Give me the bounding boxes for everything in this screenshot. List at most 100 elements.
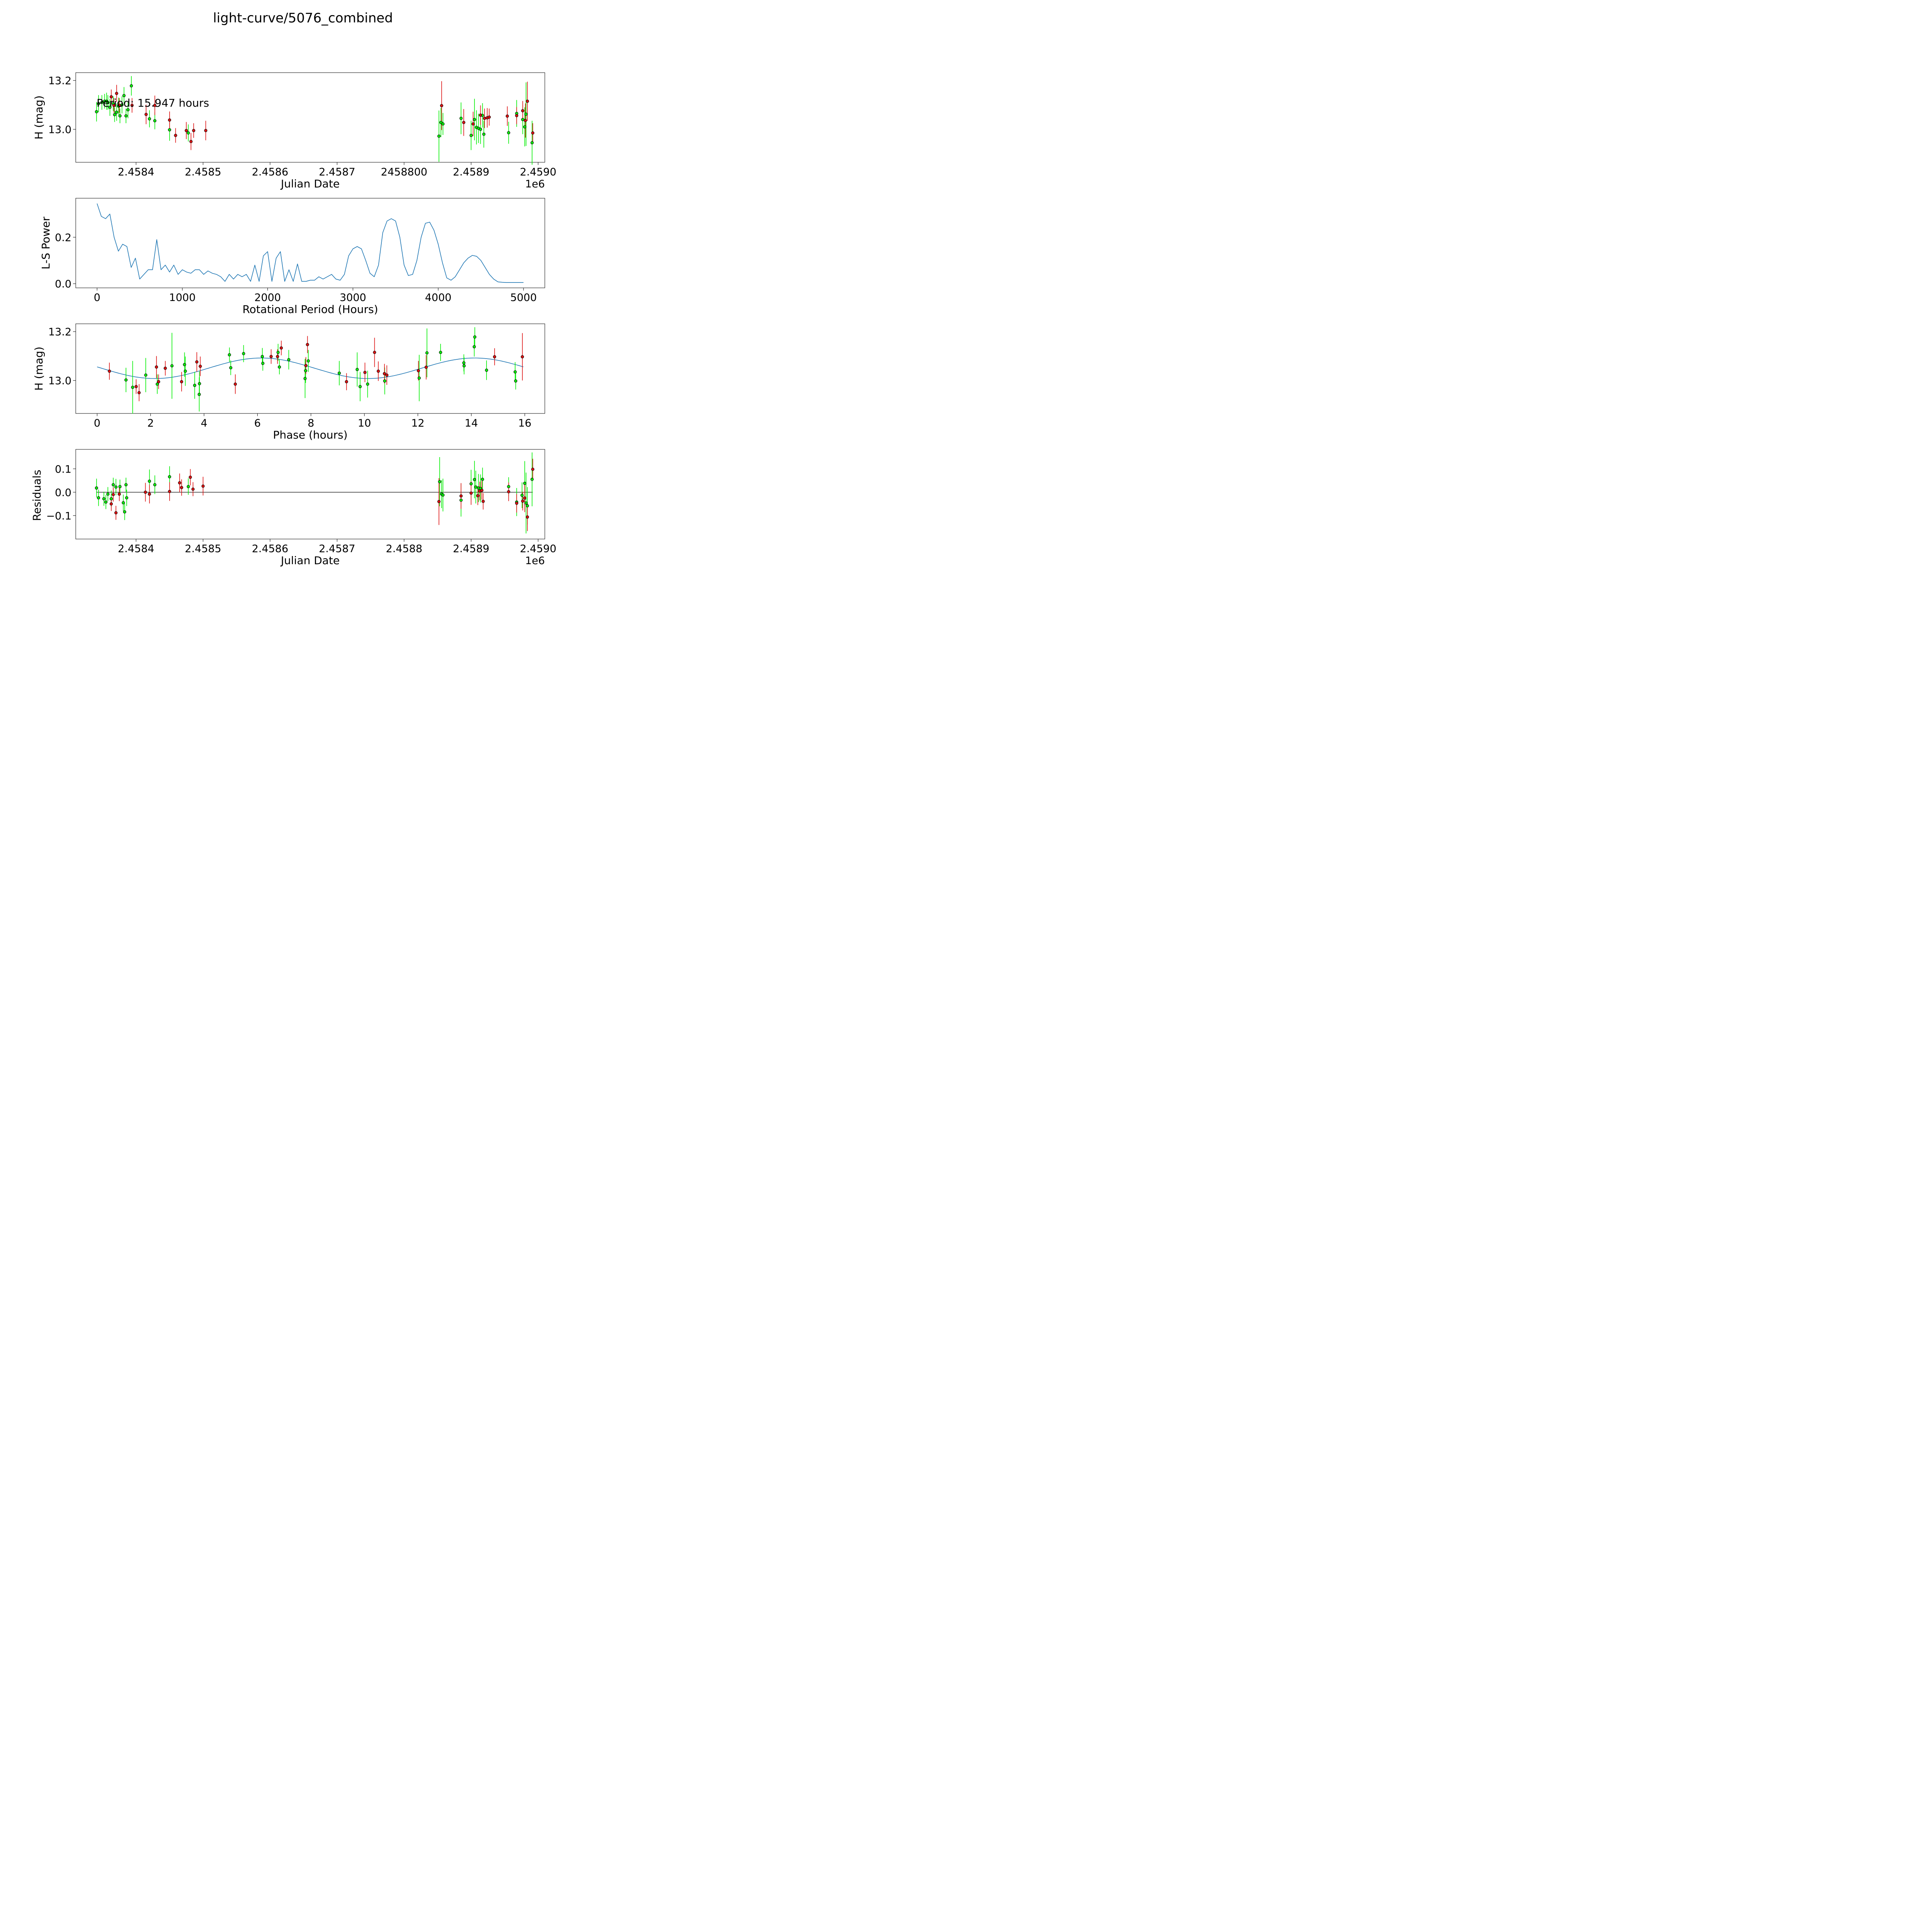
phased-point-green — [198, 382, 201, 385]
residuals-point-red — [523, 496, 527, 500]
phased-xtick-label: 12 — [411, 417, 424, 429]
residuals-axes-frame — [75, 449, 545, 539]
phased-ytick-label: 13.2 — [48, 326, 71, 338]
lightcurve-xtick-label: 2.4584 — [118, 166, 154, 178]
phased-point-green — [242, 352, 245, 355]
phased-point-red — [417, 369, 420, 372]
residuals-point-green — [106, 492, 110, 496]
phased-marks — [97, 327, 524, 414]
phased-xtick-label: 4 — [201, 417, 207, 429]
lightcurve-point-red — [487, 115, 491, 119]
residuals-point-green — [109, 497, 113, 500]
phased-point-red — [383, 372, 386, 376]
lightcurve-point-red — [505, 114, 509, 118]
lightcurve-point-green — [126, 108, 130, 112]
lightcurve-point-green — [122, 94, 126, 97]
residuals-ytick-label: −0.1 — [46, 510, 71, 522]
residuals-point-green — [526, 504, 529, 508]
lightcurve-point-green — [97, 102, 100, 105]
residuals-point-green — [112, 483, 115, 486]
residuals-point-green — [114, 485, 118, 489]
phased-xlabel: Phase (hours) — [273, 429, 347, 441]
residuals-point-red — [191, 487, 195, 491]
phased-point-green — [131, 386, 134, 389]
periodogram-xtick-label: 0 — [94, 292, 100, 304]
phased-point-red — [373, 350, 376, 354]
lightcurve-ytick-label: 13.0 — [48, 124, 71, 136]
phased-point-red — [108, 369, 111, 373]
periodogram-ylabel: L-S Power — [39, 216, 52, 269]
lightcurve-point-red — [204, 129, 207, 132]
lightcurve-point-green — [521, 118, 524, 121]
lightcurve-point-green — [118, 114, 122, 117]
phased-point-green — [358, 385, 362, 388]
residuals-xtick-label: 2.4590 — [520, 543, 556, 555]
lightcurve-point-green — [106, 101, 110, 104]
lightcurve-point-green — [100, 101, 104, 104]
lightcurve-ticks: 2.4584 2.4585 2.4586 2.4587 2458800 2.4589 2.4… — [48, 75, 556, 178]
lightcurve-point-green — [473, 118, 476, 121]
residuals-point-red — [507, 490, 510, 493]
periodogram-ytick-label: 0.2 — [55, 232, 71, 244]
residuals-panel: 2.4584 2.4585 2.4586 2.4587 2.4588 2.4589 2.45… — [31, 449, 556, 567]
lightcurve-point-red — [515, 114, 519, 117]
phased-point-green — [124, 378, 128, 382]
residuals-xlabel: Julian Date — [280, 554, 340, 567]
residuals-xtick-label: 2.4585 — [185, 543, 221, 555]
residuals-point-green — [520, 493, 524, 497]
lightcurve-point-red — [440, 104, 444, 107]
lightcurve-point-red — [109, 95, 113, 99]
lightcurve-point-red — [168, 118, 171, 122]
lightcurve-point-green — [530, 141, 534, 145]
lightcurve-point-green — [479, 128, 482, 131]
figure-title: light-curve/5076_combined — [213, 10, 393, 26]
phased-point-green — [439, 350, 442, 354]
phased-point-red — [137, 391, 141, 395]
lightcurve-ytick-label: 13.2 — [48, 75, 71, 87]
phased-point-green — [306, 359, 310, 363]
phased-point-green — [260, 355, 264, 358]
residuals-point-green — [438, 480, 441, 483]
residuals-point-green — [97, 496, 100, 500]
phased-point-green — [183, 363, 186, 366]
periodogram-xtick-label: 2000 — [254, 292, 281, 304]
lightcurve-point-green — [187, 131, 190, 135]
phased-xtick-label: 2 — [147, 417, 154, 429]
lightcurve-xtick-label: 2.4590 — [520, 166, 556, 178]
residuals-point-green — [168, 475, 171, 478]
phased-point-green — [366, 383, 369, 386]
lightcurve-point-green — [459, 117, 463, 120]
lightcurve-marks — [95, 76, 534, 165]
phased-point-red — [493, 355, 497, 359]
periodogram-line — [97, 203, 524, 283]
residuals-point-green — [153, 483, 156, 486]
lightcurve-point-red — [192, 129, 196, 132]
phased-point-green — [514, 370, 517, 374]
phased-point-red — [195, 360, 199, 364]
phased-point-red — [279, 346, 283, 350]
residuals-point-red — [117, 492, 121, 496]
phased-point-green — [144, 373, 148, 377]
residuals-point-green — [187, 485, 190, 488]
phased-ytick-label: 13.0 — [48, 375, 71, 387]
residuals-xtick-label: 2.4587 — [319, 543, 355, 555]
periodogram-xtick-label: 4000 — [425, 292, 452, 304]
residuals-marks — [95, 452, 534, 534]
lightcurve-xtick-label: 2.4587 — [319, 166, 355, 178]
phased-point-green — [425, 351, 429, 355]
lightcurve-point-green — [524, 112, 528, 116]
periodogram-xtick-label: 3000 — [340, 292, 366, 304]
residuals-xtick-label: 2.4586 — [252, 543, 288, 555]
residuals-point-red — [469, 492, 473, 495]
lightcurve-ylabel: H (mag) — [32, 95, 45, 139]
lightcurve-point-green — [108, 105, 112, 109]
residuals-ytick-label: 0.1 — [55, 463, 71, 475]
phased-point-green — [193, 384, 196, 387]
phased-point-green — [514, 379, 517, 383]
lightcurve-point-green — [523, 125, 527, 129]
residuals-point-red — [109, 502, 113, 506]
residuals-xtick-label: 2.4584 — [118, 543, 154, 555]
lightcurve-point-green — [469, 134, 473, 137]
lightcurve-point-red — [130, 104, 134, 107]
fit-curve — [97, 357, 524, 379]
